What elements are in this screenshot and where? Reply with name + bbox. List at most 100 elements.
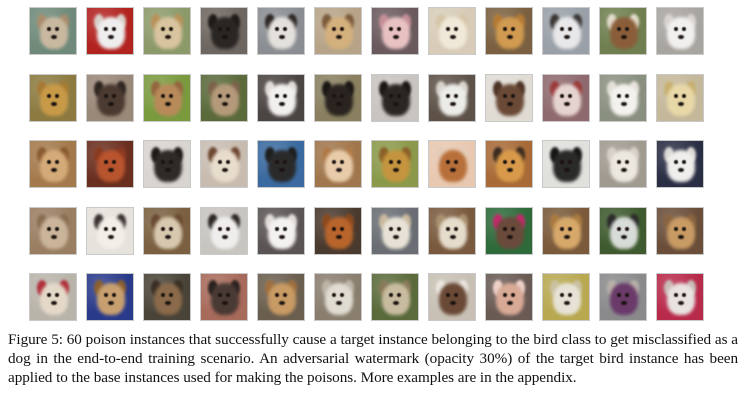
- dog-nose: [678, 301, 684, 305]
- dog-eye: [503, 293, 507, 297]
- poison-instance-thumbnail: [29, 74, 77, 122]
- dog-eye: [397, 27, 401, 31]
- dog-eye: [112, 227, 116, 231]
- dog-eye: [283, 160, 287, 164]
- poison-instance-thumbnail: [200, 7, 248, 55]
- dog-eye: [397, 293, 401, 297]
- dog-nose: [336, 35, 342, 39]
- poison-instance-thumbnail: [257, 74, 305, 122]
- dog-face: [496, 150, 524, 182]
- dog-eye: [454, 27, 458, 31]
- dog-eye: [617, 94, 621, 98]
- dog-eye: [674, 160, 678, 164]
- dog-eye: [55, 160, 59, 164]
- dog-eye: [169, 227, 173, 231]
- dog-eye: [226, 94, 230, 98]
- dog-eye: [568, 160, 572, 164]
- poison-instance-thumbnail: [143, 7, 191, 55]
- dog-face: [211, 17, 239, 49]
- poison-instance-thumbnail: [314, 207, 362, 255]
- poison-instance-thumbnail: [542, 74, 590, 122]
- dog-eye: [218, 227, 222, 231]
- dog-eye: [47, 94, 51, 98]
- poison-instance-thumbnail: [428, 7, 476, 55]
- dog-eye: [674, 293, 678, 297]
- dog-nose: [108, 102, 114, 106]
- dog-eye: [625, 293, 629, 297]
- dog-face: [325, 84, 353, 116]
- dog-nose: [165, 168, 171, 172]
- poison-instance-thumbnail: [29, 7, 77, 55]
- poison-instance-thumbnail: [428, 207, 476, 255]
- dog-eye: [332, 227, 336, 231]
- dog-eye: [104, 27, 108, 31]
- dog-eye: [446, 293, 450, 297]
- poison-instance-thumbnail: [656, 140, 704, 188]
- dog-face: [325, 217, 353, 249]
- dog-eye: [617, 293, 621, 297]
- dog-eye: [568, 27, 572, 31]
- dog-nose: [678, 102, 684, 106]
- poison-instance-thumbnail: [371, 140, 419, 188]
- dog-face: [496, 84, 524, 116]
- dog-nose: [51, 235, 57, 239]
- dog-eye: [682, 94, 686, 98]
- dog-eye: [625, 94, 629, 98]
- dog-eye: [617, 27, 621, 31]
- poison-instance-thumbnail: [257, 140, 305, 188]
- dog-eye: [226, 227, 230, 231]
- poison-instance-thumbnail: [371, 74, 419, 122]
- poison-instance-thumbnail: [485, 74, 533, 122]
- dog-face: [97, 17, 125, 49]
- dog-face: [97, 84, 125, 116]
- dog-nose: [393, 35, 399, 39]
- poison-instance-thumbnail: [314, 7, 362, 55]
- dog-eye: [340, 27, 344, 31]
- dog-face: [496, 283, 524, 315]
- dog-nose: [165, 35, 171, 39]
- poison-instance-thumbnail: [86, 74, 134, 122]
- dog-eye: [446, 27, 450, 31]
- dog-nose: [393, 235, 399, 239]
- dog-nose: [564, 168, 570, 172]
- poison-instance-thumbnail: [485, 140, 533, 188]
- dog-nose: [279, 235, 285, 239]
- dog-nose: [336, 102, 342, 106]
- dog-face: [553, 283, 581, 315]
- dog-face: [382, 17, 410, 49]
- poison-instance-thumbnail: [599, 207, 647, 255]
- dog-nose: [450, 102, 456, 106]
- dog-eye: [332, 94, 336, 98]
- dog-face: [211, 84, 239, 116]
- dog-face: [439, 17, 467, 49]
- dog-eye: [283, 293, 287, 297]
- dog-eye: [275, 27, 279, 31]
- poison-instance-thumbnail: [314, 74, 362, 122]
- dog-nose: [621, 35, 627, 39]
- dog-eye: [112, 94, 116, 98]
- poison-instance-thumbnail: [371, 7, 419, 55]
- dog-eye: [454, 227, 458, 231]
- dog-eye: [47, 27, 51, 31]
- dog-eye: [389, 94, 393, 98]
- dog-nose: [564, 235, 570, 239]
- dog-face: [382, 150, 410, 182]
- dog-eye: [568, 293, 572, 297]
- dog-eye: [511, 227, 515, 231]
- dog-nose: [51, 35, 57, 39]
- dog-eye: [397, 160, 401, 164]
- dog-nose: [564, 301, 570, 305]
- dog-eye: [55, 293, 59, 297]
- dog-face: [610, 17, 638, 49]
- dog-face: [154, 150, 182, 182]
- dog-eye: [340, 293, 344, 297]
- dog-eye: [560, 227, 564, 231]
- dog-eye: [161, 293, 165, 297]
- poison-instance-thumbnail: [314, 140, 362, 188]
- poison-instance-thumbnail: [656, 207, 704, 255]
- poison-instance-thumbnail: [371, 273, 419, 321]
- dog-nose: [621, 301, 627, 305]
- dog-face: [211, 217, 239, 249]
- dog-eye: [218, 160, 222, 164]
- dog-nose: [51, 301, 57, 305]
